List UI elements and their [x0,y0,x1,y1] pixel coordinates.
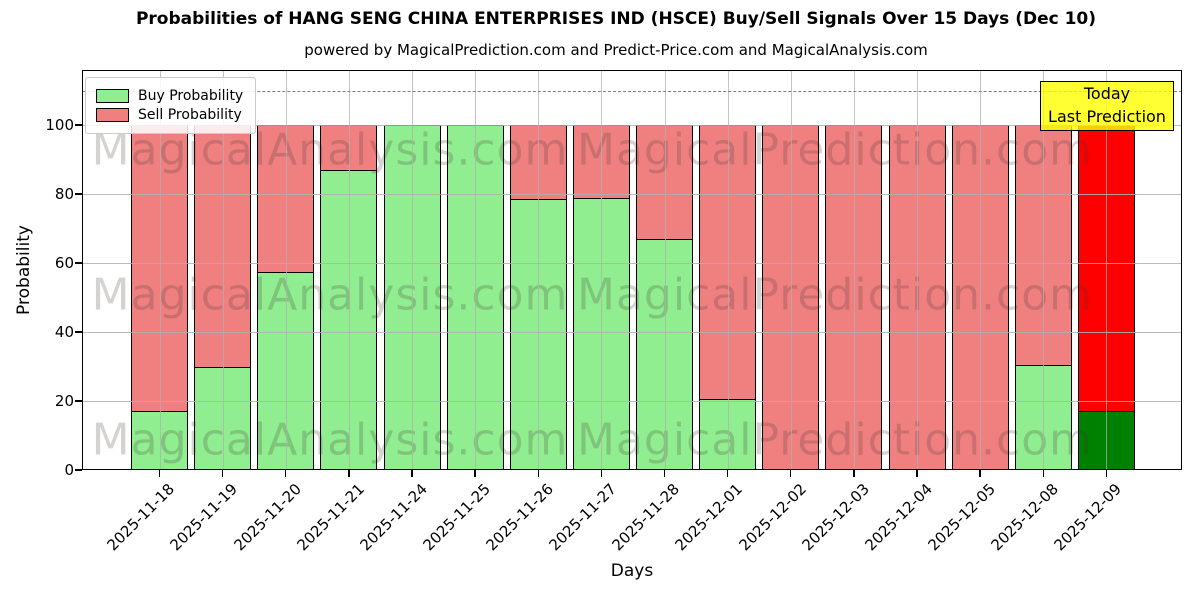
x-tick-mark [600,470,603,477]
x-tick-label: 2025-12-01 [672,480,747,555]
x-tick-label: 2025-11-19 [166,480,242,555]
y-tick-mark [75,469,82,471]
y-tick-label: 0 [64,461,74,479]
x-tick-mark [853,470,855,477]
y-tick-label: 100 [45,116,74,135]
legend-item-sell: Sell Probability [96,107,243,123]
watermark-text: MagicalAnalysis.com [91,414,569,466]
watermark-text: MagicalPrediction.com [577,269,1093,321]
x-tick-mark [537,470,539,477]
dashed-threshold-line [82,90,1182,92]
x-tick-mark [726,470,729,477]
chart-title: Probabilities of HANG SENG CHINA ENTERPR… [135,9,1097,29]
x-tick-mark [158,470,161,477]
v-gridline [1106,70,1108,470]
x-tick-mark [348,470,350,477]
y-tick-mark [75,331,82,333]
x-tick-label: 2025-12-05 [924,480,999,555]
v-gridline [348,70,350,470]
h-gridline [82,332,1182,334]
y-tick-mark [75,400,82,402]
x-tick-label: 2025-11-24 [356,480,431,555]
v-gridline [853,70,855,470]
x-tick-label: 2025-11-20 [230,480,305,555]
h-gridline [82,125,1182,127]
annotation-line-2: Last Prediction [1048,107,1166,126]
h-gridline [82,194,1182,196]
watermark-text: MagicalPrediction.com [577,414,1093,466]
v-gridline [222,70,224,470]
y-tick-mark [75,193,82,195]
x-tick-mark [221,470,224,477]
y-tick-label: 60 [54,254,74,273]
v-gridline [285,70,287,470]
watermark-text: MagicalAnalysis.com [91,269,569,321]
v-gridline [601,70,603,470]
x-tick-mark [663,470,666,477]
y-tick-label: 20 [54,392,74,411]
x-tick-mark [916,470,918,477]
legend-item-buy: Buy Probability [96,88,243,104]
sell-swatch-icon [96,108,129,122]
x-tick-mark [285,470,287,477]
x-tick-mark [411,470,413,477]
x-tick-label: 2025-11-27 [545,480,621,555]
v-gridline [538,70,540,470]
legend: Buy Probability Sell Probability [85,77,257,134]
left-spine [82,70,84,470]
v-gridline [917,70,919,470]
legend-label-sell: Sell Probability [138,107,242,123]
x-tick-label: 2025-11-25 [419,480,494,555]
x-tick-label: 2025-12-08 [987,480,1063,555]
x-tick-label: 2025-12-09 [1050,480,1126,555]
chart-subtitle: powered by MagicalPrediction.com and Pre… [304,41,928,59]
x-tick-label: 2025-12-04 [861,480,936,555]
right-spine [1180,70,1182,470]
x-tick-mark [1105,470,1108,477]
x-tick-label: 2025-12-02 [735,480,810,555]
x-tick-label: 2025-11-26 [482,480,557,555]
x-tick-label: 2025-11-21 [293,480,368,555]
y-tick-mark [75,124,82,126]
x-tick-label: 2025-11-18 [103,480,179,555]
x-tick-mark [474,470,476,477]
annotation-line-1: Today [1083,84,1131,103]
x-axis-label: Days [610,561,654,581]
v-gridline [475,70,477,470]
y-tick-mark [75,262,82,264]
v-gridline [412,70,414,470]
v-gridline [790,70,792,470]
plot-area: Buy Probability Sell Probability Today L… [82,70,1182,470]
x-tick-mark [979,470,981,477]
top-spine [82,70,1182,72]
v-gridline [1043,70,1045,470]
h-gridline [82,263,1182,265]
legend-label-buy: Buy Probability [138,88,244,104]
bottom-spine [82,468,1182,470]
v-gridline [664,70,666,470]
v-gridline [980,70,982,470]
h-gridline [82,401,1182,403]
y-tick-label: 80 [54,185,74,204]
x-tick-mark [790,470,792,477]
x-tick-label: 2025-12-03 [798,480,873,555]
v-gridline [727,70,729,470]
y-tick-label: 40 [54,323,74,342]
v-gridline [159,70,161,470]
watermark-text: MagicalPrediction.com [577,124,1093,176]
x-tick-label: 2025-11-28 [608,480,684,555]
buy-swatch-icon [96,89,129,103]
x-tick-mark [1042,470,1044,477]
annotation-today-box: Today Last Prediction [1040,81,1174,131]
